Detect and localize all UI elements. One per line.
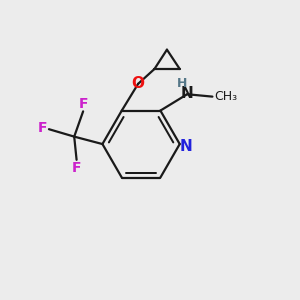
Text: CH₃: CH₃ <box>214 89 237 103</box>
Text: N: N <box>180 139 193 154</box>
Text: F: F <box>78 97 88 111</box>
Text: H: H <box>177 77 187 90</box>
Text: F: F <box>72 161 81 175</box>
Text: O: O <box>132 76 145 91</box>
Text: F: F <box>38 121 47 135</box>
Text: N: N <box>181 85 194 100</box>
